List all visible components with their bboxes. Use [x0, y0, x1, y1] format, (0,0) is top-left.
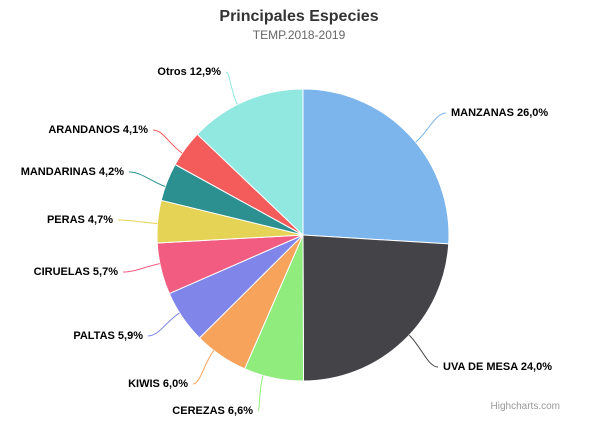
- label-connectors-group: [117, 71, 447, 412]
- data-label-kiwis: KIWIS 6,0%: [128, 378, 188, 390]
- label-connector-kiwis: [192, 350, 215, 385]
- data-label-mandarinas: MANDARINAS 4,2%: [21, 166, 125, 178]
- label-connector-uva-de-mesa: [408, 334, 439, 368]
- label-connector-mandarinas: [128, 171, 166, 187]
- data-labels-group: MANZANAS 26,0% UVA DE MESA 24,0% CEREZAS…: [21, 66, 553, 417]
- label-connector-paltas: [147, 312, 180, 337]
- highcharts-credits-link[interactable]: Highcharts.com: [491, 401, 560, 412]
- pie-slices-group: [156, 88, 450, 382]
- data-label-otros: Otros 12,9%: [157, 66, 221, 78]
- label-connector-otros: [225, 71, 238, 105]
- data-label-ciruelas: CIRUELAS 5,7%: [34, 266, 119, 278]
- chart-title: Principales Especies: [219, 8, 378, 25]
- label-connector-manzanas: [415, 112, 447, 143]
- data-label-arandanos: ARANDANOS 4,1%: [48, 124, 148, 136]
- pie-slice-uva-de-mesa[interactable]: [302, 234, 450, 382]
- label-connector-peras: [117, 219, 158, 224]
- label-connector-cerezas: [257, 375, 264, 412]
- data-label-manzanas: MANZANAS 26,0%: [451, 107, 548, 119]
- data-label-peras: PERAS 4,7%: [47, 214, 113, 226]
- label-connector-arandanos: [152, 129, 183, 154]
- label-connector-ciruelas: [122, 263, 160, 273]
- pie-slice-manzanas[interactable]: [302, 88, 450, 245]
- chart-subtitle: TEMP.2018-2019: [253, 28, 346, 42]
- pie-slice-otros[interactable]: [196, 88, 304, 236]
- data-label-uva-de-mesa: UVA DE MESA 24,0%: [443, 361, 552, 373]
- data-label-paltas: PALTAS 5,9%: [73, 330, 143, 342]
- data-label-cerezas: CEREZAS 6,6%: [172, 405, 253, 417]
